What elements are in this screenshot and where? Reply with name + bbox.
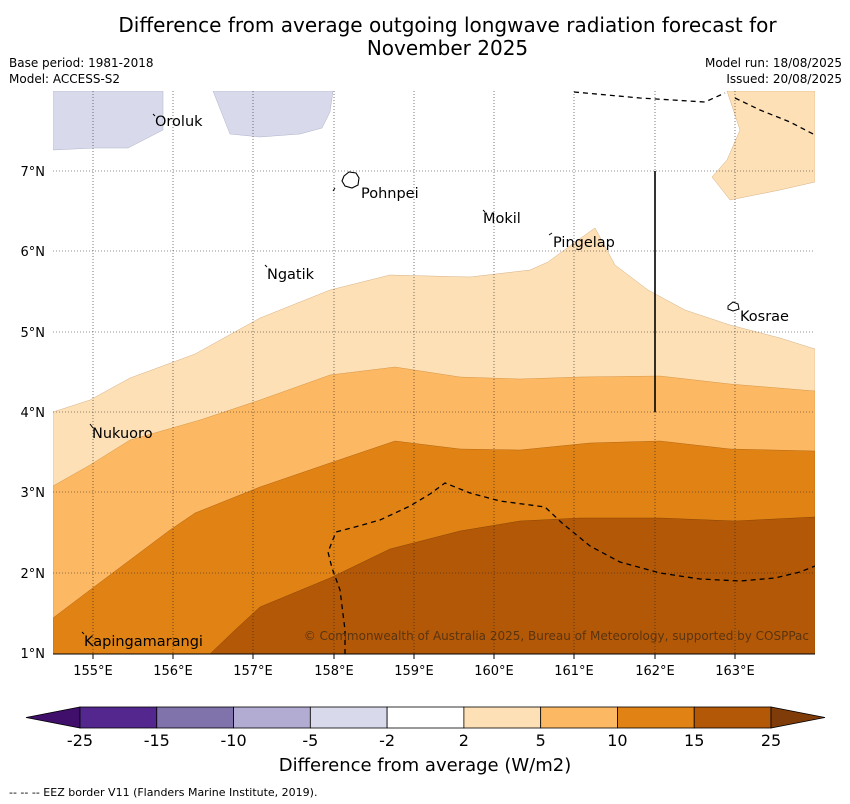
lat-tick-label: 4°N	[21, 406, 46, 421]
lon-tick-label: 160°E	[474, 664, 514, 679]
model-name: Model: ACCESS-S2	[9, 72, 121, 86]
place-label-kosrae: Kosrae	[740, 309, 789, 325]
lat-tick-label: 2°N	[21, 567, 46, 582]
lon-tick-label: 162°E	[635, 664, 675, 679]
lon-tick-label: 156°E	[153, 664, 193, 679]
colorbar-tick-label: 10	[607, 731, 627, 750]
colorbar-tick-label: -25	[67, 731, 93, 750]
colorbar-extend-low	[25, 706, 81, 729]
lat-axis: 7°N 6°N 5°N 4°N 3°N 2°N 1°N	[21, 165, 46, 662]
colorbar-swatch	[540, 706, 618, 729]
map-plot-area: Oroluk Pohnpei Mokil Pingelap Ngatik Kos…	[53, 91, 815, 654]
graticule	[53, 91, 815, 654]
kosrae-island-icon	[727, 301, 740, 312]
lon-tick-label: 161°E	[554, 664, 594, 679]
colorbar-tick-label: -15	[144, 731, 170, 750]
lat-tick-label: 5°N	[21, 326, 46, 341]
lat-tick-label: 6°N	[21, 245, 46, 260]
place-label-pingelap: Pingelap	[553, 235, 615, 251]
ant-atoll-mark	[332, 187, 336, 192]
colorbar-tick-label: 25	[761, 731, 781, 750]
colorbar-tick-label: -10	[220, 731, 246, 750]
base-period: Base period: 1981-2018	[9, 56, 154, 70]
lon-tick-label: 158°E	[314, 664, 354, 679]
negative-patch-center	[212, 91, 334, 138]
colorbar-title: Difference from average (W/m2)	[278, 755, 572, 776]
map-title: Difference from average outgoing longwav…	[118, 13, 777, 60]
lon-axis: 155°E 156°E 157°E 158°E 159°E 160°E 161°…	[73, 654, 755, 679]
colorbar-swatch	[386, 706, 465, 729]
colorbar-tick-label: 5	[536, 731, 546, 750]
positive-patch-east	[711, 91, 815, 201]
oroluk-mark	[152, 113, 156, 117]
lon-tick-label: 159°E	[394, 664, 434, 679]
place-label-nukuoro: Nukuoro	[92, 426, 153, 442]
kapingamarangi-mark	[81, 631, 85, 635]
colorbar-swatch	[463, 706, 542, 729]
lat-tick-label: 3°N	[21, 486, 46, 501]
colorbar-tick-label: 15	[684, 731, 704, 750]
issued-date: Issued: 20/08/2025	[726, 72, 842, 86]
lat-tick-label: 1°N	[21, 647, 46, 662]
place-label-kapingamarangi: Kapingamarangi	[84, 634, 203, 650]
mokil-mark	[482, 209, 486, 213]
colorbar: -25 -15 -10 -5 -2 2 5 10 15 25	[25, 706, 826, 750]
pohnpei-island-icon	[341, 171, 360, 189]
colorbar-extend-high	[770, 706, 826, 729]
negative-patch-west	[53, 91, 164, 151]
pingelap-mark	[548, 232, 553, 236]
lon-tick-label: 163°E	[715, 664, 755, 679]
place-label-oroluk: Oroluk	[155, 114, 203, 130]
model-run: Model run: 18/08/2025	[704, 56, 842, 70]
band-15-25	[209, 516, 815, 654]
place-label-mokil: Mokil	[483, 211, 521, 227]
copyright-notice: © Commonwealth of Australia 2025, Bureau…	[304, 629, 809, 643]
colorbar-swatch	[156, 706, 234, 729]
meta-right: Model run: 18/08/2025 Issued: 20/08/2025	[705, 55, 842, 87]
ngatik-mark	[264, 264, 268, 268]
colorbar-tick-label: -5	[302, 731, 318, 750]
colorbar-swatch	[233, 706, 311, 729]
nukuoro-mark	[89, 423, 94, 429]
place-label-ngatik: Ngatik	[267, 267, 315, 283]
colorbar-tick-label: 2	[459, 731, 469, 750]
eez-footnote: -- -- -- EEZ border V11 (Flanders Marine…	[9, 786, 318, 799]
lat-tick-label: 7°N	[21, 165, 46, 180]
colorbar-swatch	[693, 706, 772, 729]
colorbar-swatch	[309, 706, 388, 729]
colorbar-tick-label: -2	[379, 731, 395, 750]
meta-left: Base period: 1981-2018 Model: ACCESS-S2	[9, 55, 154, 87]
eez-borders	[327, 91, 815, 654]
lon-tick-label: 157°E	[233, 664, 273, 679]
lon-tick-label: 155°E	[73, 664, 113, 679]
place-label-pohnpei: Pohnpei	[361, 186, 419, 202]
colorbar-swatch	[617, 706, 695, 729]
colorbar-swatch	[79, 706, 158, 729]
